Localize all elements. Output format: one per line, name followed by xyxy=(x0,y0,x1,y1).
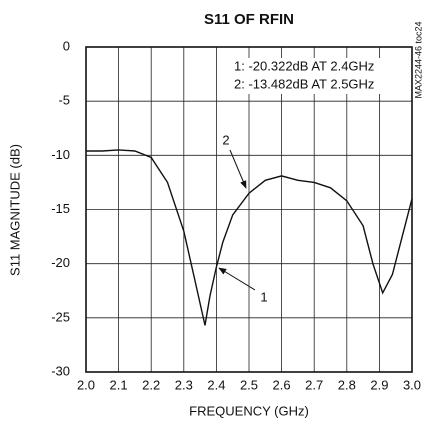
x-tick-label: 2.9 xyxy=(370,377,388,392)
x-tick-label: 2.5 xyxy=(240,377,258,392)
y-tick-label: -10 xyxy=(51,147,70,162)
x-tick-label: 3.0 xyxy=(403,377,421,392)
marker-label: 2 xyxy=(222,132,229,147)
chart-title: S11 OF RFIN xyxy=(204,11,294,28)
x-tick-label: 2.4 xyxy=(207,377,225,392)
y-tick-label: -20 xyxy=(51,255,70,270)
readout: 2: -13.482dB AT 2.5GHz xyxy=(234,76,374,91)
x-tick-label: 2.2 xyxy=(142,377,160,392)
x-tick-label: 2.7 xyxy=(305,377,323,392)
arrow xyxy=(218,267,256,291)
x-tick-label: 2.0 xyxy=(77,377,95,392)
arrow xyxy=(229,149,247,189)
x-tick-label: 2.3 xyxy=(175,377,193,392)
y-tick-label: -15 xyxy=(51,201,70,216)
y-axis-label: S11 MAGNITUDE (dB) xyxy=(7,144,22,276)
x-axis-label: FREQUENCY (GHz) xyxy=(189,403,309,418)
y-tick-label: -25 xyxy=(51,309,70,324)
x-tick-label: 2.1 xyxy=(110,377,128,392)
marker-label: 1 xyxy=(260,289,267,304)
x-tick-label: 2.6 xyxy=(273,377,291,392)
y-tick-label: -5 xyxy=(58,93,70,108)
side-note: MAX2244-46 toc24 xyxy=(413,21,423,98)
y-tick-label: -30 xyxy=(51,363,70,378)
plot-frame xyxy=(85,46,413,373)
line-series xyxy=(86,149,413,326)
readout-box xyxy=(228,58,388,94)
readout: 1: -20.322dB AT 2.4GHz xyxy=(234,58,374,73)
y-tick-label: 0 xyxy=(63,38,70,53)
x-tick-label: 2.8 xyxy=(338,377,356,392)
